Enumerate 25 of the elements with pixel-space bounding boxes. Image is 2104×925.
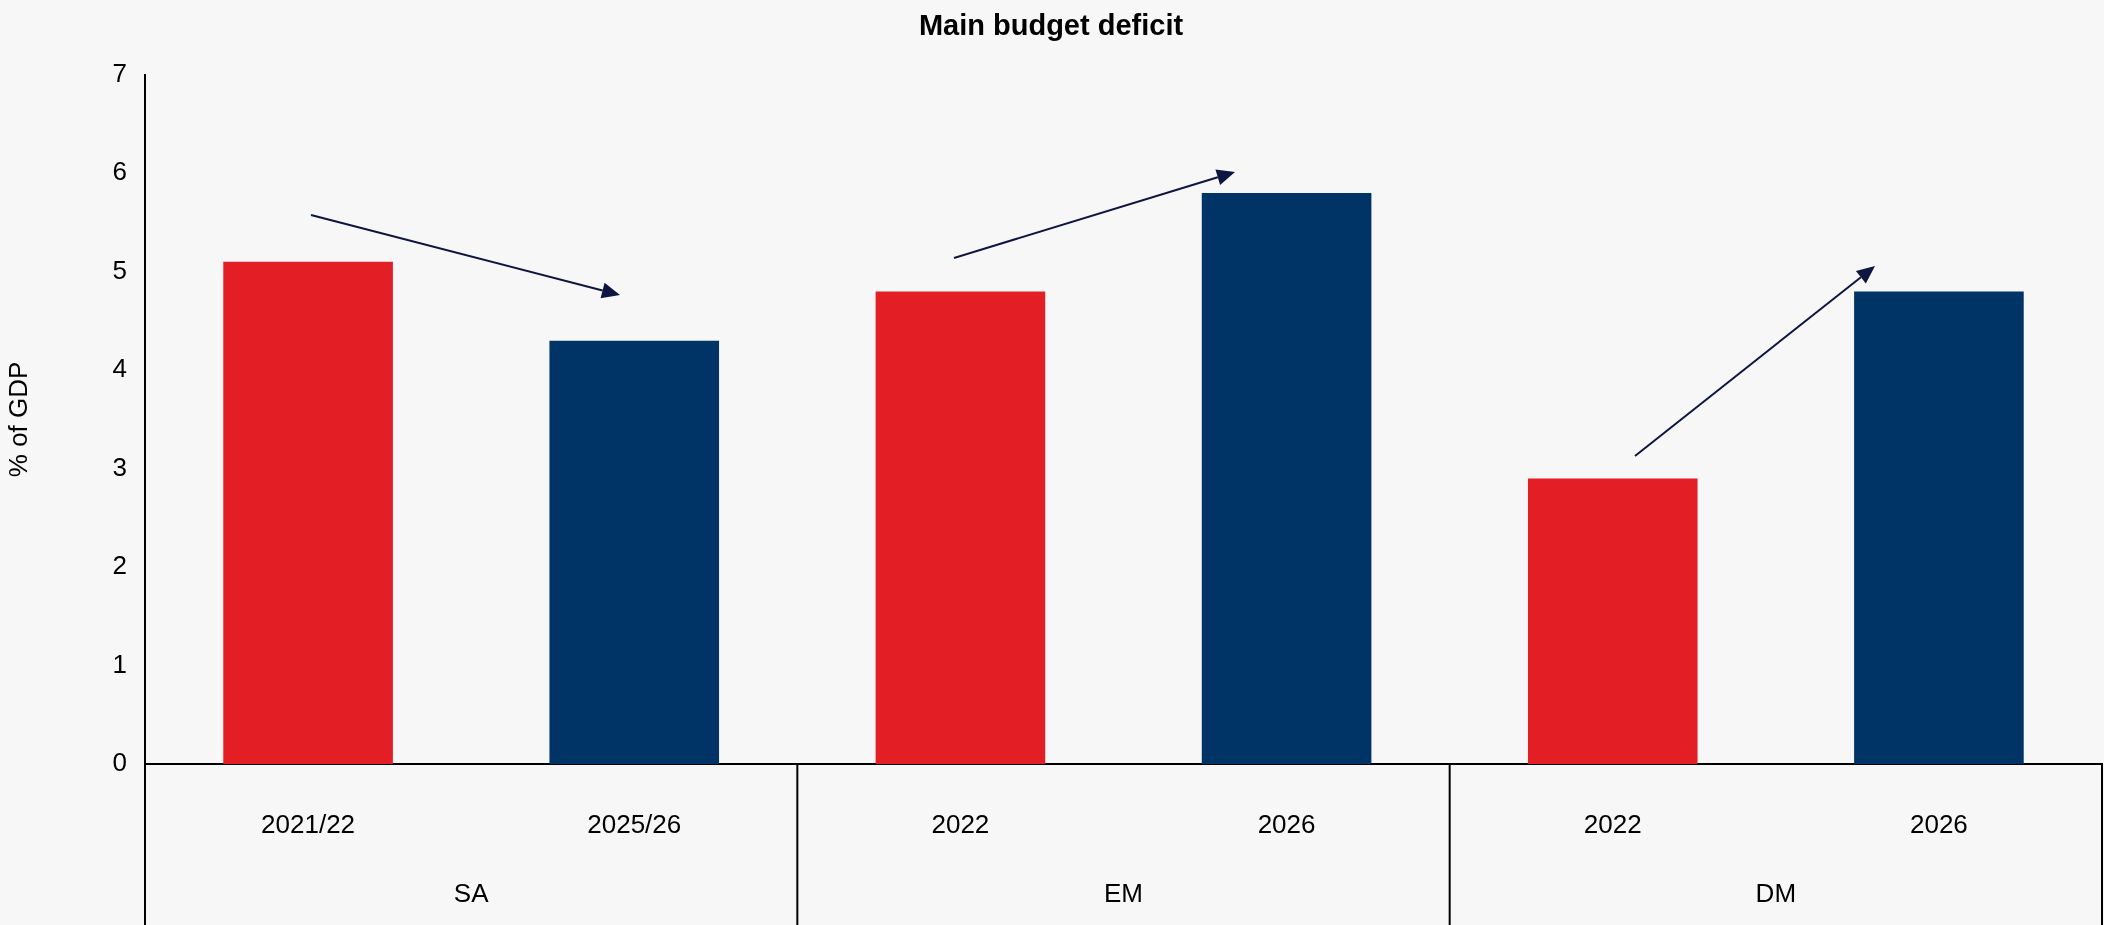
text: SA xyxy=(453,878,490,909)
y-tick-label: 4 xyxy=(112,353,127,384)
chart-title: Main budget deficit xyxy=(918,9,1184,42)
y-tick-label: 3 xyxy=(112,451,127,482)
bar xyxy=(1854,291,2024,764)
y-tick-label: 1 xyxy=(112,648,127,679)
bar xyxy=(223,261,393,764)
bar xyxy=(1201,192,1372,764)
y-tick-label: 7 xyxy=(112,57,127,88)
x-tick-label: 2022 xyxy=(931,808,990,839)
bar xyxy=(1527,478,1698,764)
bar xyxy=(875,291,1046,764)
y-tick-label: 6 xyxy=(112,156,127,187)
y-tick-label: 0 xyxy=(112,747,127,778)
x-tick-label: 2026 xyxy=(1909,808,1968,839)
x-tick-label: 2022 xyxy=(1583,808,1642,839)
y-axis-title: % of GDP xyxy=(2,361,33,478)
x-tick-label: 2025/26 xyxy=(587,808,682,839)
x-tick-label: 2026 xyxy=(1257,808,1316,839)
text: EM xyxy=(1104,878,1143,909)
y-tick-label: 2 xyxy=(112,550,127,581)
x-tick-label: 2021/22 xyxy=(261,808,356,839)
y-tick-label: 5 xyxy=(112,254,127,285)
text: DM xyxy=(1755,878,1797,909)
bar xyxy=(549,340,720,764)
